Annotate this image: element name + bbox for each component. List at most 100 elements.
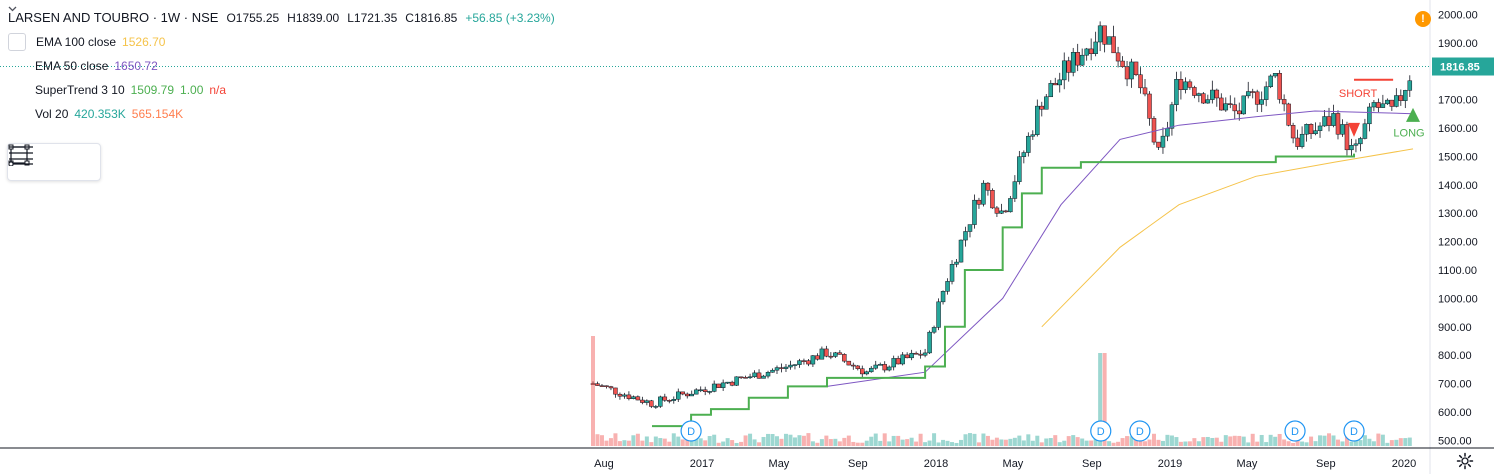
volume-bar bbox=[1039, 442, 1044, 446]
volume-bar bbox=[1349, 441, 1354, 446]
volume-bar bbox=[1232, 435, 1237, 446]
symbol-title[interactable]: LARSEN AND TOUBRO · 1W · NSE bbox=[8, 10, 219, 25]
candle-body bbox=[1030, 134, 1036, 137]
long-signal-arrow bbox=[1406, 107, 1420, 122]
candle-body bbox=[711, 383, 717, 392]
candle-body bbox=[797, 360, 802, 365]
volume-bar bbox=[626, 440, 631, 446]
candle-body bbox=[676, 391, 681, 400]
volume-bar bbox=[909, 437, 914, 446]
volume-bar bbox=[1264, 442, 1269, 446]
candle-body bbox=[590, 383, 596, 385]
volume-bar bbox=[936, 442, 941, 446]
candle-body bbox=[1061, 60, 1067, 81]
candle-body bbox=[1219, 97, 1224, 111]
volume-bar bbox=[1089, 440, 1094, 446]
candle-body bbox=[684, 393, 690, 397]
candle-body bbox=[999, 210, 1004, 214]
volume-bar bbox=[976, 442, 981, 446]
candle-body bbox=[967, 224, 973, 232]
candle-body bbox=[819, 348, 825, 360]
long-signal-label: LONG bbox=[1393, 128, 1424, 140]
volume-bar bbox=[1210, 437, 1215, 446]
volume-bar bbox=[1286, 441, 1291, 446]
candle-body bbox=[667, 400, 672, 402]
volume-bar bbox=[833, 438, 838, 446]
chevron-down-icon[interactable] bbox=[8, 6, 26, 51]
candle-body bbox=[918, 353, 923, 356]
candle-body bbox=[1097, 25, 1103, 43]
gear-icon[interactable] bbox=[1456, 452, 1474, 470]
candle-body bbox=[954, 261, 959, 265]
volume-bar bbox=[1075, 437, 1080, 446]
candle-body bbox=[783, 366, 789, 369]
volume-bar bbox=[1291, 442, 1296, 446]
volume-bar bbox=[1403, 438, 1408, 446]
volume-bar bbox=[658, 438, 663, 446]
indicator-row-volume[interactable]: Vol 20 420.353K 565.154K bbox=[8, 102, 555, 126]
indicator-row-ema100[interactable]: EMA 100 close 1526.70 bbox=[8, 6, 555, 54]
volume-bar bbox=[591, 336, 595, 446]
candle-body bbox=[1317, 125, 1323, 131]
volume-bar bbox=[595, 434, 600, 446]
volume-bar bbox=[1282, 439, 1287, 446]
candle-body bbox=[1304, 124, 1309, 135]
volume-bar bbox=[860, 442, 865, 446]
candle-body bbox=[1178, 79, 1184, 90]
volume-bar bbox=[801, 435, 806, 446]
candle-body bbox=[1066, 60, 1071, 73]
candle-body bbox=[1214, 89, 1220, 99]
indicator-row-supertrend[interactable]: SuperTrend 3 10 1509.79 1.00 n/a bbox=[8, 78, 555, 102]
volume-bar bbox=[766, 433, 771, 446]
exclamation-icon[interactable]: ! bbox=[1415, 11, 1431, 27]
candle-body bbox=[1389, 99, 1395, 107]
candle-body bbox=[761, 375, 766, 379]
volume-bar bbox=[1080, 438, 1085, 446]
candle-body bbox=[743, 377, 748, 379]
volume-bar bbox=[914, 441, 919, 446]
volume-bar bbox=[1318, 435, 1323, 446]
volume-bar bbox=[1183, 441, 1188, 446]
candle-body bbox=[1254, 91, 1260, 105]
volume-bar bbox=[1228, 436, 1233, 446]
candle-body bbox=[788, 364, 793, 368]
volume-bar bbox=[1327, 433, 1332, 446]
lines-icon[interactable] bbox=[8, 146, 92, 177]
volume-bar bbox=[1362, 435, 1367, 446]
candle-body bbox=[1403, 90, 1408, 101]
volume-bar bbox=[985, 435, 990, 446]
candle-body bbox=[963, 231, 968, 241]
y-tick-label: 500.00 bbox=[1438, 435, 1472, 447]
volume-bar bbox=[608, 438, 613, 446]
candle-body bbox=[1044, 96, 1049, 110]
candle-body bbox=[931, 327, 937, 333]
volume-bar bbox=[775, 436, 780, 446]
volume-bar bbox=[887, 441, 892, 446]
candle-body bbox=[613, 387, 618, 395]
candle-body bbox=[1008, 198, 1013, 213]
candle-body bbox=[1394, 95, 1399, 107]
volume-bar bbox=[855, 442, 860, 446]
candle-body bbox=[909, 352, 914, 359]
candle-body bbox=[631, 396, 636, 399]
candle-body bbox=[1160, 135, 1166, 148]
candle-body bbox=[1070, 52, 1076, 73]
candle-body bbox=[837, 352, 843, 355]
y-tick-label: 1500.00 bbox=[1438, 151, 1478, 163]
volume-bar bbox=[815, 442, 820, 446]
volume-bar bbox=[770, 434, 775, 446]
volume-bar bbox=[864, 440, 869, 446]
x-tick-label: Sep bbox=[1316, 458, 1336, 470]
volume-bar bbox=[1093, 435, 1098, 446]
candle-body bbox=[680, 391, 686, 395]
volume-bar bbox=[828, 439, 833, 446]
candle-body bbox=[604, 385, 609, 387]
candle-body bbox=[702, 389, 708, 392]
volume-bar bbox=[779, 438, 784, 446]
volume-bar bbox=[1277, 433, 1282, 446]
y-tick-label: 900.00 bbox=[1438, 322, 1472, 334]
volume-bar bbox=[972, 433, 977, 446]
indicator-row-ema50[interactable]: EMA 50 close 1650.72 bbox=[8, 54, 555, 78]
